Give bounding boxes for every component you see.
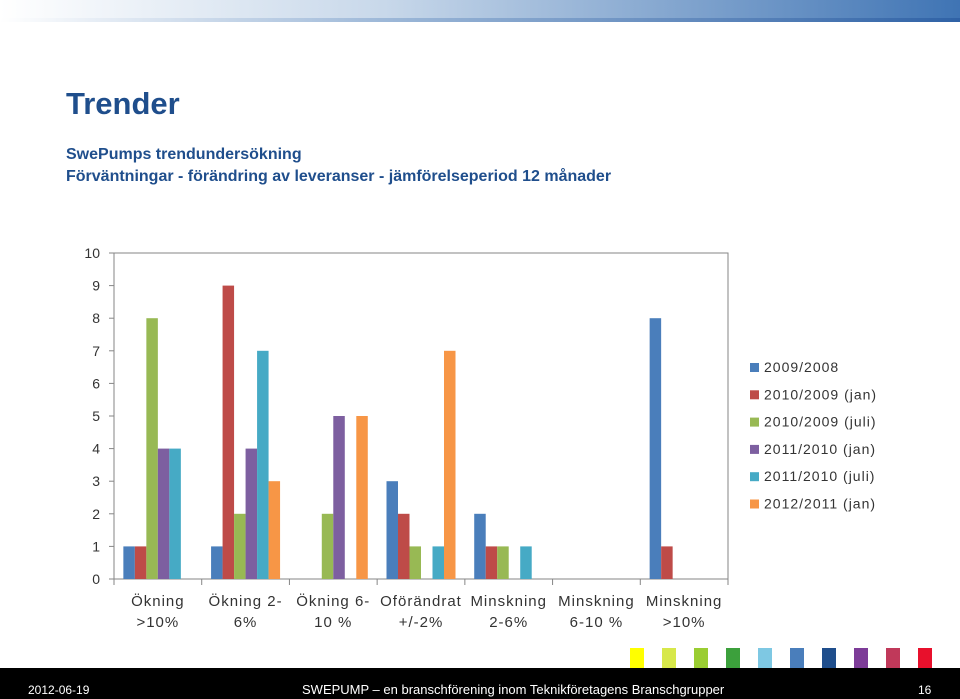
bar-2010-2009-jan--cat-4 <box>485 546 498 579</box>
chart-bars <box>123 285 673 579</box>
legend-label: 2009/2008 <box>764 359 839 375</box>
bar-2011-2010-juli--cat-1 <box>257 350 269 579</box>
bar-2010-2009-juli--cat-2 <box>321 513 334 579</box>
chart-subtitle-survey: SwePumps trendundersökning <box>66 146 302 163</box>
legend-label: 2010/2009 (juli) <box>764 414 877 430</box>
y-tick-label: 8 <box>92 310 100 326</box>
y-tick-label: 10 <box>84 245 100 261</box>
x-tick-label: Ökning 2- <box>209 592 283 610</box>
y-tick-label: 4 <box>92 441 100 457</box>
x-tick-label: 10 % <box>314 614 352 631</box>
bar-2010-2009-jan--cat-0 <box>134 546 147 579</box>
bar-2010-2009-jan--cat-6 <box>661 546 673 579</box>
bar-2011-2010-jan--cat-1 <box>245 448 258 579</box>
plot-area-border <box>113 252 729 580</box>
legend-swatch <box>750 499 759 509</box>
bar-2009-2008-cat-6 <box>649 318 662 579</box>
y-tick-label: 3 <box>92 473 100 489</box>
footer-page-number: 16 <box>918 683 932 697</box>
x-tick-label: Ökning <box>131 592 185 610</box>
chart-legend: 2009/2008 2010/2009 (jan) 2010/2009 (juli)… <box>750 359 877 512</box>
brand-color-swatch <box>790 648 804 668</box>
top-gradient-line <box>0 18 960 22</box>
bar-2012-2011-jan--cat-2 <box>356 416 368 579</box>
y-tick-label: 5 <box>92 408 100 424</box>
bar-2009-2008-cat-0 <box>123 546 135 579</box>
x-tick-label: 2-6% <box>489 614 528 631</box>
legend-swatch <box>750 390 759 400</box>
legend-swatch <box>750 444 759 454</box>
brand-color-swatch <box>630 648 644 668</box>
bar-2009-2008-cat-1 <box>211 546 223 579</box>
legend-label: 2012/2011 (jan) <box>764 496 876 512</box>
legend-swatch <box>750 363 759 372</box>
y-tick-label: 2 <box>92 506 100 522</box>
legend-label: 2011/2010 (juli) <box>764 468 875 484</box>
x-tick-label: >10% <box>136 614 179 631</box>
y-tick-label: 0 <box>92 571 100 587</box>
brand-color-strip <box>630 648 950 668</box>
page-title: Trender <box>66 86 180 121</box>
chart-axes: 0 1 2 3 4 5 6 7 8 9 10 <box>84 245 729 587</box>
x-tick-label: Minskning <box>558 593 635 610</box>
legend-label: 2011/2010 (jan) <box>764 441 876 457</box>
legend-swatch <box>750 472 759 482</box>
footer-date: 2012-06-19 <box>28 683 90 697</box>
bar-2009-2008-cat-4 <box>474 513 486 579</box>
chart-x-labels: Ökning >10% Ökning 2- 6% Ökning 6- 10 % Oförän… <box>131 592 723 631</box>
brand-color-swatch <box>886 648 900 668</box>
bar-2011-2010-juli--cat-4 <box>520 546 532 579</box>
x-tick-label: Minskning <box>470 593 547 610</box>
brand-color-swatch <box>854 648 868 668</box>
bar-2010-2009-juli--cat-3 <box>409 546 421 579</box>
bar-2010-2009-juli--cat-4 <box>497 546 509 579</box>
brand-color-swatch <box>918 648 932 668</box>
footer-organisation-text: SWEPUMP – en branschförening inom Teknik… <box>302 682 725 697</box>
x-tick-label: +/-2% <box>399 614 444 631</box>
x-tick-label: 6-10 % <box>570 614 624 631</box>
y-tick-label: 7 <box>92 343 100 359</box>
x-tick-label: Ökning 6- <box>296 592 370 610</box>
bar-2011-2010-juli--cat-0 <box>169 448 181 579</box>
brand-color-swatch <box>726 648 740 668</box>
bar-2010-2009-juli--cat-0 <box>146 318 158 579</box>
brand-color-swatch <box>662 648 676 668</box>
chart-subtitle-expectations: Förväntningar - förändring av leveranser… <box>66 168 612 185</box>
footer-bar: 2012-06-19 SWEPUMP – en branschförening … <box>0 668 960 699</box>
bar-2009-2008-cat-3 <box>386 481 398 579</box>
brand-color-swatch <box>694 648 708 668</box>
y-tick-label: 9 <box>92 278 100 294</box>
legend-swatch <box>750 417 759 427</box>
top-gradient-bar <box>0 0 960 22</box>
bar-2010-2009-juli--cat-1 <box>234 513 246 579</box>
bar-2011-2010-juli--cat-3 <box>432 546 444 579</box>
bar-2012-2011-jan--cat-1 <box>268 481 281 579</box>
x-tick-label: 6% <box>234 614 258 631</box>
x-tick-label: Oförändrat <box>380 593 462 610</box>
bar-2012-2011-jan--cat-3 <box>444 350 456 579</box>
bar-2011-2010-jan--cat-2 <box>333 416 345 579</box>
x-tick-label: Minskning <box>646 593 723 610</box>
bar-2011-2010-jan--cat-0 <box>157 448 170 579</box>
y-tick-label: 1 <box>92 538 100 554</box>
x-tick-label: >10% <box>663 614 706 631</box>
bar-2010-2009-jan--cat-1 <box>222 285 235 579</box>
legend-label: 2010/2009 (jan) <box>764 386 877 402</box>
bar-2010-2009-jan--cat-3 <box>398 513 410 579</box>
brand-color-swatch <box>758 648 772 668</box>
y-tick-label: 6 <box>92 375 100 391</box>
brand-color-swatch <box>822 648 836 668</box>
